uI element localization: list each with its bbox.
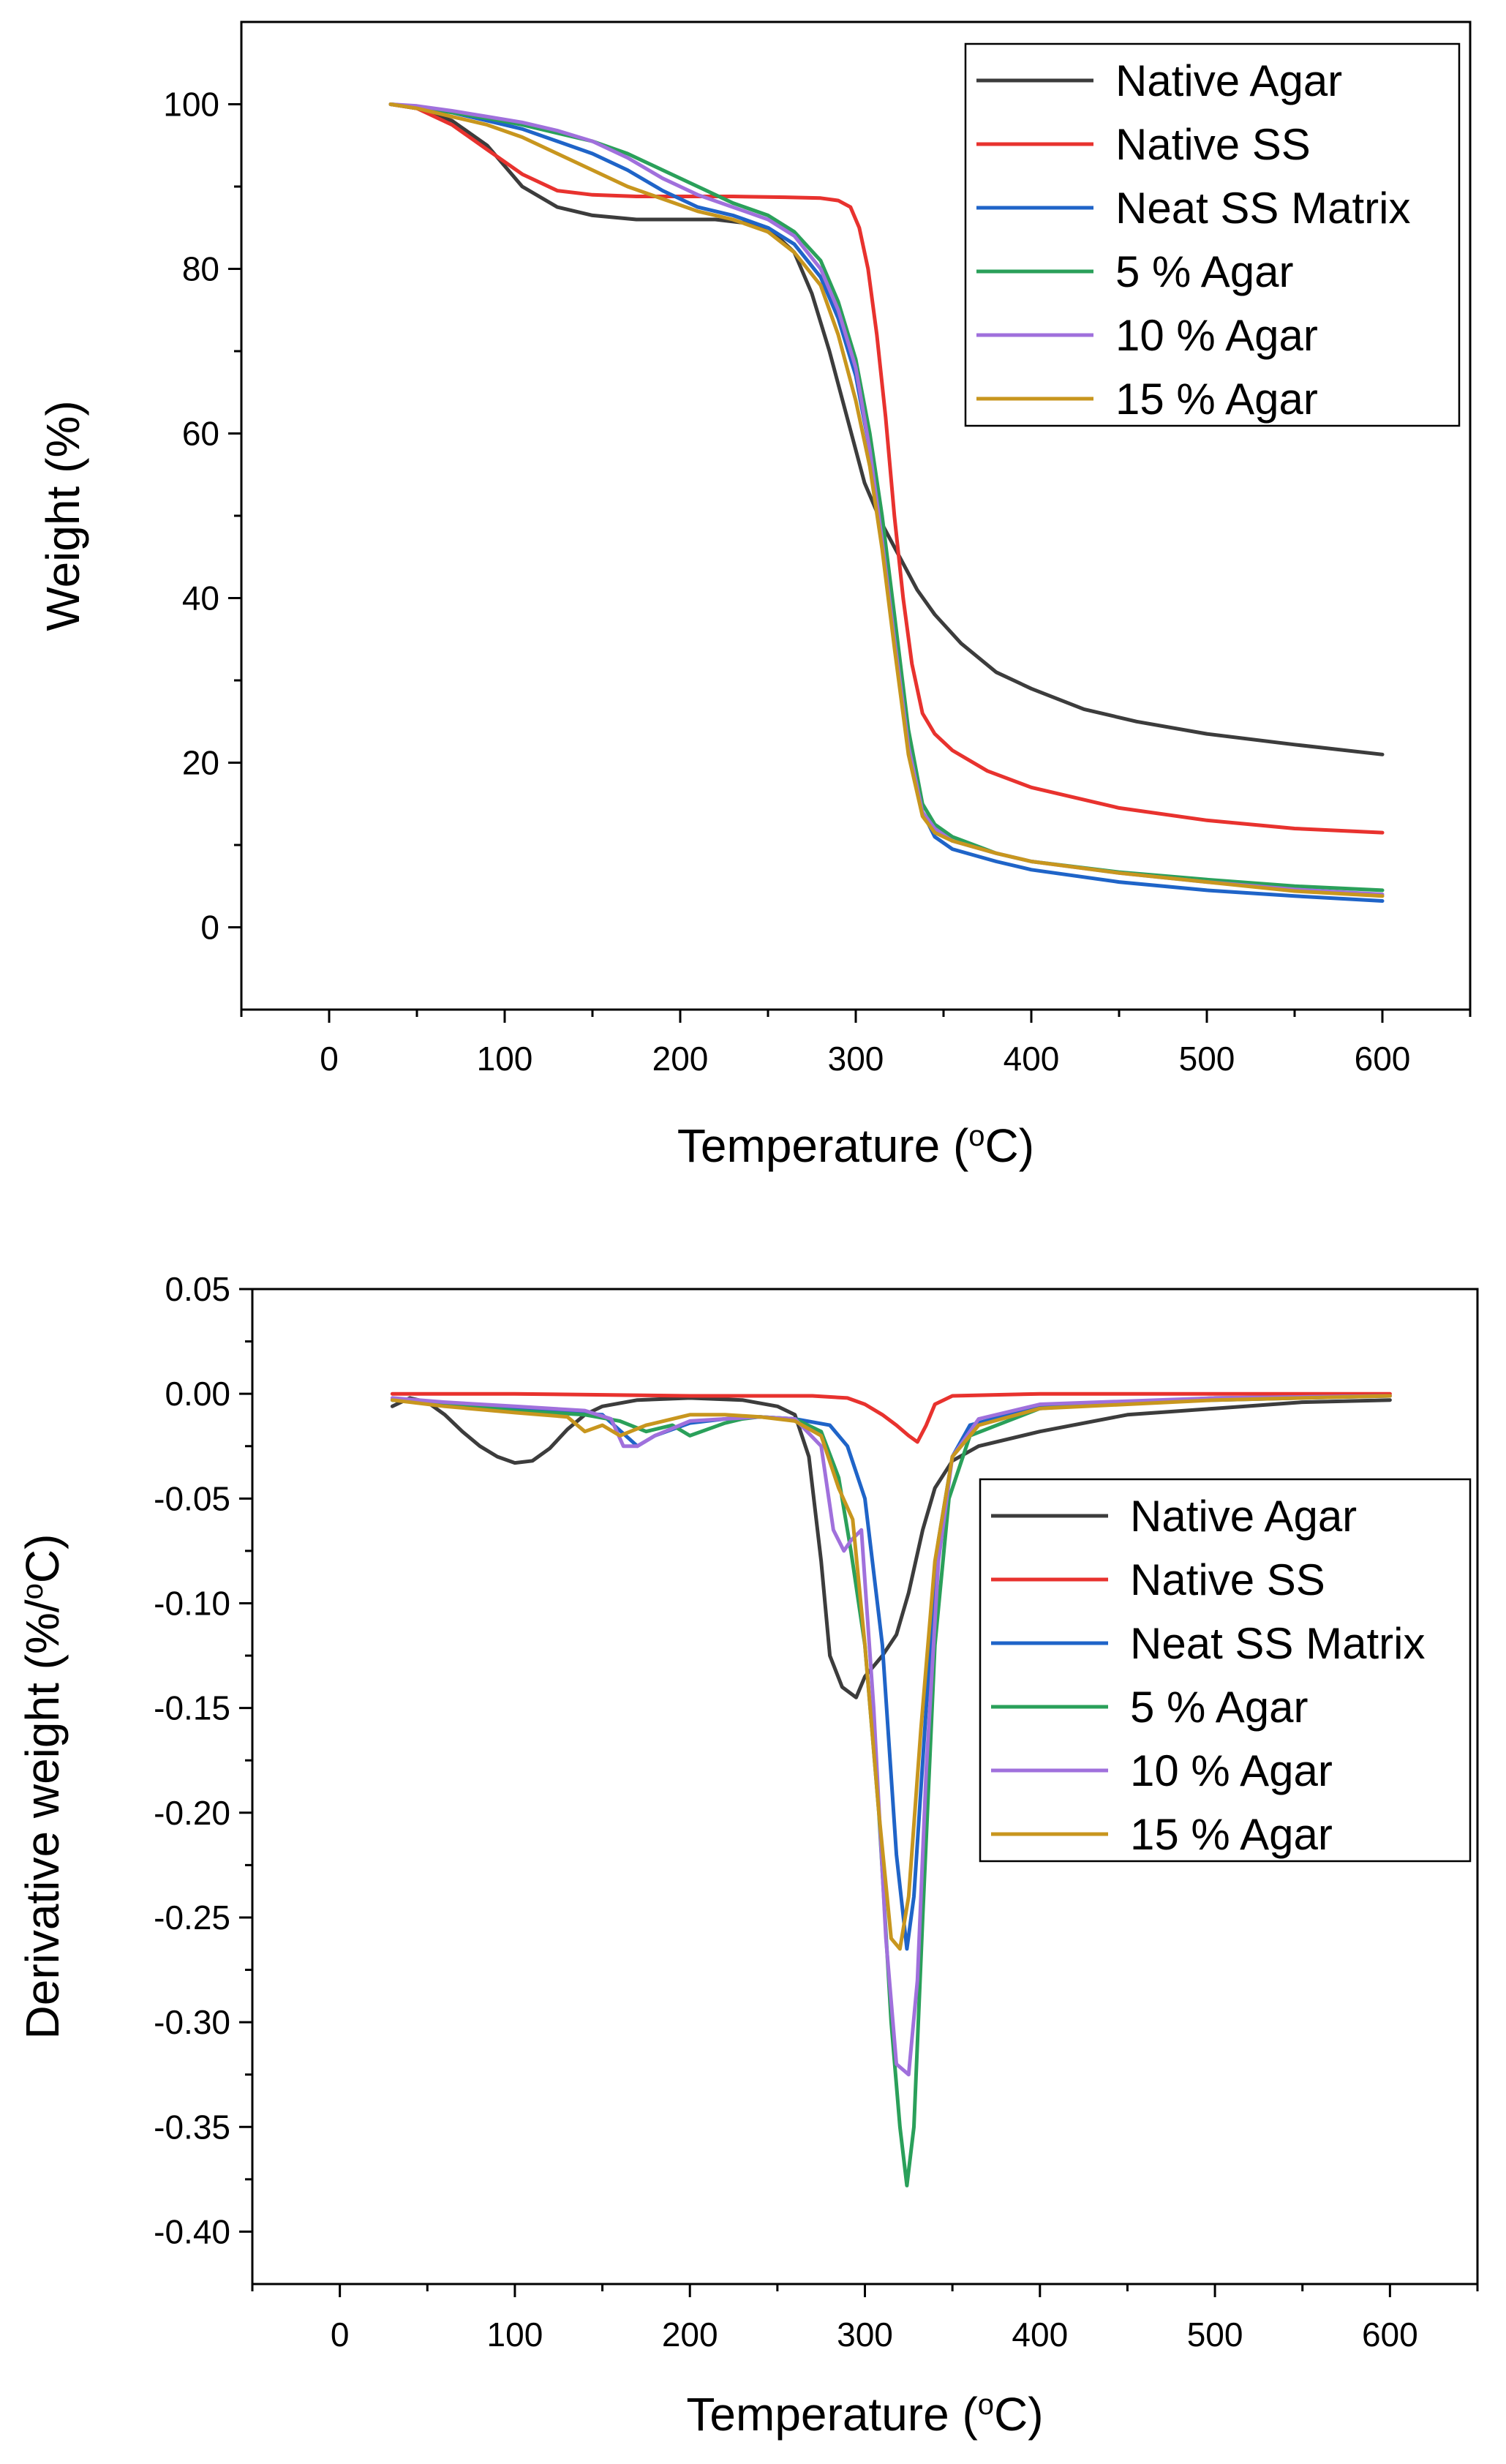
tga-line-native-agar [388, 102, 1385, 756]
tga-x-axis-title-part: Temperature ( [677, 1119, 968, 1172]
dtg-y-axis-title-part: o [17, 1583, 49, 1599]
dtg-xtick-label-0: 0 [331, 2315, 350, 2354]
dtg-xtick-label-300: 300 [837, 2315, 893, 2354]
tga-y-axis-title: Weight (%) [37, 400, 89, 631]
tga-xtick-label-0: 0 [320, 1040, 339, 1078]
tga-line-neat-ss-matrix [388, 102, 1385, 903]
dtg-legend-label-15-pct-agar: 15 % Agar [1130, 1810, 1333, 1859]
dtg-legend-label-10-pct-agar: 10 % Agar [1130, 1746, 1333, 1795]
dtg-ytick-label-4: -0.15 [154, 1689, 230, 1727]
dtg-ytick-label-2: -0.05 [154, 1479, 230, 1517]
dtg-legend-label-neat-ss-matrix: Neat SS Matrix [1130, 1619, 1425, 1668]
dtg-legend-label-native-ss: Native SS [1130, 1555, 1325, 1604]
tga-xtick-label-300: 300 [828, 1040, 884, 1078]
tga-x-axis-title-part: o [968, 1120, 984, 1152]
dtg-line-native-agar [390, 1396, 1392, 1699]
tga-legend-label-5-pct-agar: 5 % Agar [1115, 247, 1294, 296]
dtg-y-axis-title: Derivative weight (%/oC) [16, 1534, 69, 2040]
tga-xtick-label-100: 100 [477, 1040, 533, 1078]
tga-ytick-label-0: 0 [200, 909, 219, 947]
tga-legend-label-10-pct-agar: 10 % Agar [1115, 311, 1318, 360]
tga-line-native-ss [388, 102, 1385, 835]
tga-legend-label-neat-ss-matrix: Neat SS Matrix [1115, 184, 1410, 233]
dtg-legend-label-5-pct-agar: 5 % Agar [1130, 1683, 1309, 1732]
dtg-series-group [390, 1391, 1392, 2187]
dtg-line-native-ss [390, 1391, 1392, 1444]
tga-series-group [388, 102, 1385, 903]
dtg-y-axis-title-part: C) [16, 1534, 69, 1584]
tga-xtick-label-600: 600 [1355, 1040, 1411, 1078]
dtg-x-axis-title: Temperature (oC) [686, 2388, 1043, 2441]
dtg-xtick-label-500: 500 [1187, 2315, 1243, 2354]
dtg-ytick-label-9: -0.40 [154, 2212, 230, 2250]
tga-xtick-label-400: 400 [1004, 1040, 1060, 1078]
tga-x-axis-title-part: C) [985, 1119, 1035, 1172]
dtg-ytick-label-3: -0.10 [154, 1584, 230, 1622]
dtg-ytick-label-6: -0.25 [154, 1898, 230, 1937]
tga-xtick-label-500: 500 [1179, 1040, 1235, 1078]
tga-legend-box [964, 42, 1461, 427]
dtg-x-axis-title-part: o [978, 2389, 994, 2421]
dtg-legend: Native Agar Native SS Neat SS Matrix 5 % Ag… [979, 1478, 1472, 1863]
dtg-ytick-label-5: -0.20 [154, 1794, 230, 1832]
tga-legend-label-native-agar: Native Agar [1115, 56, 1342, 105]
tga-legend: Native Agar Native SS Neat SS Matrix 5 % Ag… [964, 42, 1461, 427]
tga-ytick-label-4: 80 [182, 250, 219, 288]
dtg-ytick-label-1: 0.00 [165, 1375, 230, 1413]
tga-legend-label-native-ss: Native SS [1115, 120, 1311, 169]
dtg-xtick-label-100: 100 [487, 2315, 543, 2354]
dtg-x-axis-title-part: Temperature ( [686, 2388, 977, 2441]
dtg-xtick-label-200: 200 [662, 2315, 718, 2354]
dtg-ytick-label-7: -0.30 [154, 2003, 230, 2041]
dtg-ytick-label-8: -0.35 [154, 2108, 230, 2146]
tga-legend-label-15-pct-agar: 15 % Agar [1115, 375, 1318, 424]
dtg-y-axis-title-part: Derivative weight (%/ [16, 1599, 69, 2039]
tga-chart: 0 100 200 300 400 500 600 0 20 40 60 80 100 Temperatu… [37, 20, 1472, 1172]
tga-ytick-label-2: 40 [182, 579, 219, 617]
dtg-legend-box [979, 1478, 1472, 1863]
tga-xtick-label-200: 200 [652, 1040, 709, 1078]
dtg-xtick-label-400: 400 [1012, 2315, 1068, 2354]
dtg-line-5-pct-agar [390, 1394, 1392, 2187]
dtg-xtick-label-600: 600 [1362, 2315, 1418, 2354]
dtg-chart: 0 100 200 300 400 500 600 0.05 0.00 -0.05 -0.10 -0.… [16, 1270, 1479, 2441]
dtg-line-15-pct-agar [390, 1394, 1392, 1951]
dtg-legend-label-native-agar: Native Agar [1130, 1492, 1357, 1541]
tga-ytick-label-1: 20 [182, 744, 219, 782]
tga-line-15-pct-agar [388, 102, 1385, 898]
tga-ytick-label-3: 60 [182, 415, 219, 453]
dtg-x-axis-title-part: C) [994, 2388, 1044, 2441]
tga-ytick-label-5: 100 [163, 86, 219, 124]
dtg-ytick-label-0: 0.05 [165, 1270, 230, 1308]
tga-x-axis-title: Temperature (oC) [677, 1119, 1034, 1172]
